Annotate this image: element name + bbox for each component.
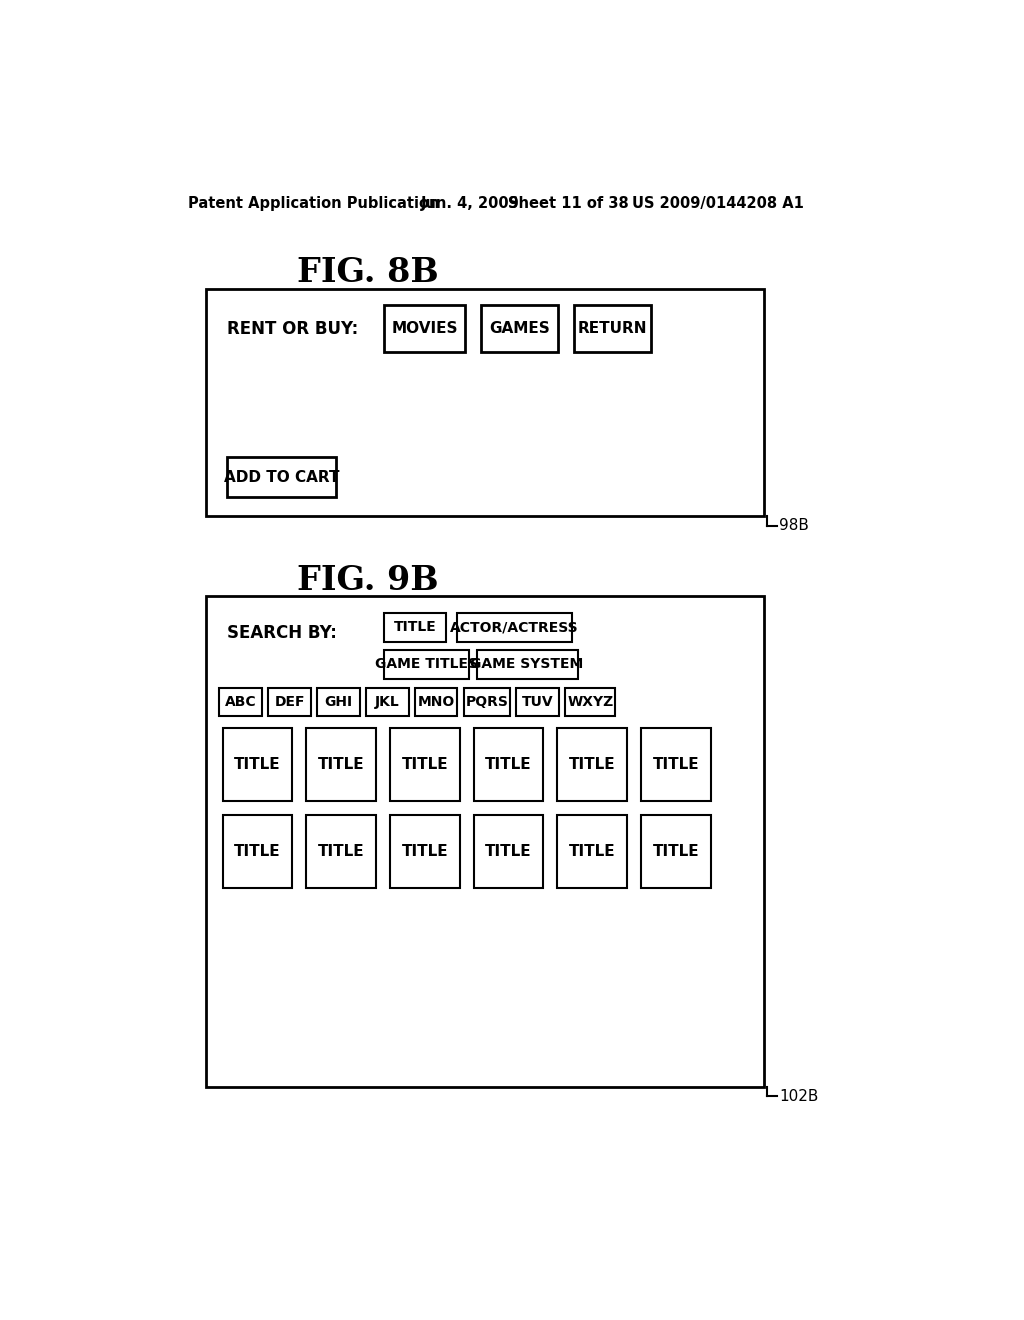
- Bar: [516, 688, 559, 715]
- Text: RENT OR BUY:: RENT OR BUY:: [227, 321, 358, 338]
- Bar: [565, 688, 615, 715]
- Bar: [317, 688, 359, 715]
- Bar: [557, 729, 627, 801]
- Bar: [384, 649, 469, 678]
- Text: Patent Application Publication: Patent Application Publication: [188, 195, 440, 211]
- Text: RETURN: RETURN: [578, 321, 647, 337]
- Text: TUV: TUV: [522, 696, 553, 709]
- Bar: [641, 816, 711, 888]
- Text: ADD TO CART: ADD TO CART: [223, 470, 339, 484]
- Bar: [573, 305, 651, 352]
- Bar: [206, 289, 764, 516]
- Text: WXYZ: WXYZ: [567, 696, 613, 709]
- Text: TITLE: TITLE: [569, 845, 615, 859]
- Text: JKL: JKL: [375, 696, 399, 709]
- Bar: [390, 816, 460, 888]
- Bar: [415, 688, 458, 715]
- Bar: [474, 729, 544, 801]
- Text: TITLE: TITLE: [485, 845, 531, 859]
- Text: MOVIES: MOVIES: [391, 321, 458, 337]
- Bar: [384, 612, 445, 642]
- Text: TITLE: TITLE: [652, 845, 699, 859]
- Bar: [480, 305, 558, 352]
- Text: Jun. 4, 2009: Jun. 4, 2009: [421, 195, 520, 211]
- Bar: [219, 688, 262, 715]
- Bar: [458, 612, 572, 642]
- Text: ACTOR/ACTRESS: ACTOR/ACTRESS: [451, 620, 579, 635]
- Text: TITLE: TITLE: [234, 845, 281, 859]
- Bar: [557, 816, 627, 888]
- Bar: [306, 729, 376, 801]
- Bar: [306, 816, 376, 888]
- Text: PQRS: PQRS: [465, 696, 508, 709]
- Bar: [268, 688, 311, 715]
- Text: GAME TITLES: GAME TITLES: [375, 657, 478, 672]
- Text: Sheet 11 of 38: Sheet 11 of 38: [508, 195, 629, 211]
- Text: FIG. 9B: FIG. 9B: [297, 564, 439, 597]
- Bar: [366, 688, 409, 715]
- Text: GHI: GHI: [325, 696, 352, 709]
- Text: TITLE: TITLE: [317, 845, 365, 859]
- Bar: [477, 649, 578, 678]
- Text: TITLE: TITLE: [317, 758, 365, 772]
- Text: TITLE: TITLE: [652, 758, 699, 772]
- Text: 102B: 102B: [779, 1089, 818, 1104]
- Bar: [206, 595, 764, 1086]
- Text: TITLE: TITLE: [485, 758, 531, 772]
- Text: FIG. 8B: FIG. 8B: [297, 256, 439, 289]
- Text: TITLE: TITLE: [401, 758, 449, 772]
- Bar: [474, 816, 544, 888]
- Text: MNO: MNO: [418, 696, 455, 709]
- Text: TITLE: TITLE: [401, 845, 449, 859]
- Bar: [222, 729, 292, 801]
- Text: GAMES: GAMES: [489, 321, 550, 337]
- Bar: [384, 305, 465, 352]
- Bar: [390, 729, 460, 801]
- Bar: [641, 729, 711, 801]
- Bar: [464, 688, 510, 715]
- Text: TITLE: TITLE: [393, 620, 436, 635]
- Text: SEARCH BY:: SEARCH BY:: [227, 624, 337, 642]
- Text: US 2009/0144208 A1: US 2009/0144208 A1: [632, 195, 804, 211]
- Text: TITLE: TITLE: [234, 758, 281, 772]
- Text: GAME SYSTEM: GAME SYSTEM: [470, 657, 584, 672]
- Bar: [227, 457, 336, 498]
- Bar: [222, 816, 292, 888]
- Text: ABC: ABC: [225, 696, 257, 709]
- Text: 98B: 98B: [779, 519, 809, 533]
- Text: DEF: DEF: [274, 696, 305, 709]
- Text: TITLE: TITLE: [569, 758, 615, 772]
